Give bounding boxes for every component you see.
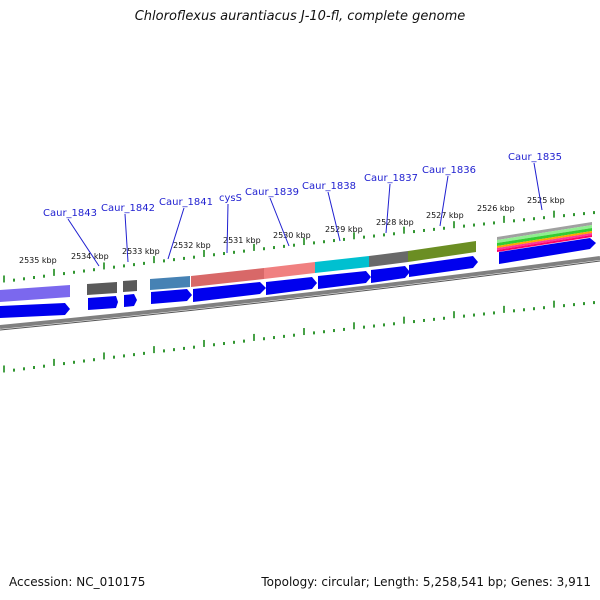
kbp-label: 2526 kbp <box>477 204 515 213</box>
feature-stack-3 <box>497 228 592 246</box>
gene-arrow-caur-1837[interactable] <box>371 266 410 283</box>
gene-labels: Caur_1843 Caur_1842 Caur_1841 cysS Caur_… <box>43 152 562 219</box>
gene-label-leaders <box>67 162 543 267</box>
gene-label[interactable]: cysS <box>219 193 242 204</box>
kbp-label: 2527 kbp <box>426 211 464 220</box>
gene-arrow-caur-1836[interactable] <box>409 256 478 277</box>
accession-text: Accession: NC_010175 <box>9 575 146 589</box>
gene-label[interactable]: Caur_1842 <box>101 203 155 214</box>
kbp-labels: 2535 kbp 2534 kbp 2533 kbp 2532 kbp 2531… <box>19 196 565 265</box>
leader-line <box>124 213 129 263</box>
gene-label[interactable]: Caur_1836 <box>422 165 476 176</box>
kbp-label: 2534 kbp <box>71 252 109 261</box>
leader-line <box>269 197 290 247</box>
feature-bar-caur-1842[interactable] <box>87 282 117 295</box>
feature-bar-caur-1841[interactable] <box>150 276 190 290</box>
gene-arrow-cyss[interactable] <box>193 282 266 302</box>
kbp-label: 2525 kbp <box>527 196 565 205</box>
feature-bars <box>0 222 592 302</box>
leader-line <box>533 162 543 211</box>
leader-line <box>327 191 341 242</box>
kbp-label: 2533 kbp <box>122 247 160 256</box>
gene-arrow-caur-1843[interactable] <box>0 303 70 318</box>
genome-summary-text: Topology: circular; Length: 5,258,541 bp… <box>261 575 591 589</box>
leader-line <box>167 207 185 260</box>
gene-label[interactable]: Caur_1837 <box>364 173 418 184</box>
feature-stack-2 <box>497 225 592 243</box>
inner-tick-row <box>3 300 595 373</box>
gene-label[interactable]: Caur_1838 <box>302 181 356 192</box>
gene-label[interactable]: Caur_1839 <box>245 187 299 198</box>
genome-backbone <box>0 256 600 329</box>
kbp-label: 2535 kbp <box>19 256 57 265</box>
feature-bar-caur-1837[interactable] <box>369 251 408 267</box>
genome-backbone-shade <box>0 260 600 331</box>
gene-arrow-caur-1842[interactable] <box>88 296 118 310</box>
gene-label[interactable]: Caur_1835 <box>508 152 562 163</box>
gene-arrows-upper <box>0 238 596 318</box>
feature-stack-6 <box>497 235 592 252</box>
feature-bar-caur-1843[interactable] <box>0 285 70 302</box>
leader-line <box>385 183 391 234</box>
kbp-label: 2529 kbp <box>325 225 363 234</box>
outer-tick-row <box>3 210 595 283</box>
feature-bar-caur-1838[interactable] <box>315 256 369 273</box>
gene-arrow-caur-1841[interactable] <box>151 289 192 304</box>
feature-stack-5 <box>497 233 592 250</box>
feature-bar-cyss[interactable] <box>191 268 264 287</box>
kbp-label: 2528 kbp <box>376 218 414 227</box>
leader-line <box>67 218 100 267</box>
map-title: Chloroflexus aurantiacus J-10-fl, comple… <box>134 9 466 24</box>
kbp-label: 2530 kbp <box>273 231 311 240</box>
gene-label[interactable]: Caur_1841 <box>159 197 213 208</box>
gene-arrow-caur-1839[interactable] <box>266 277 317 295</box>
feature-stack-4 <box>497 231 592 248</box>
gene-arrow-caur-1842b[interactable] <box>124 294 137 307</box>
gene-label[interactable]: Caur_1843 <box>43 208 97 219</box>
feature-bar-caur-1842b[interactable] <box>123 280 137 292</box>
kbp-label: 2531 kbp <box>223 236 261 245</box>
feature-bar-caur-1839[interactable] <box>264 262 315 279</box>
feature-stack-1 <box>497 222 592 240</box>
feature-bar-caur-1836[interactable] <box>408 241 476 262</box>
gene-arrow-caur-1838[interactable] <box>318 271 371 289</box>
gene-arrow-caur-1835[interactable] <box>499 238 596 264</box>
leader-line <box>439 175 449 227</box>
kbp-label: 2532 kbp <box>173 241 211 250</box>
leader-line <box>226 203 229 254</box>
